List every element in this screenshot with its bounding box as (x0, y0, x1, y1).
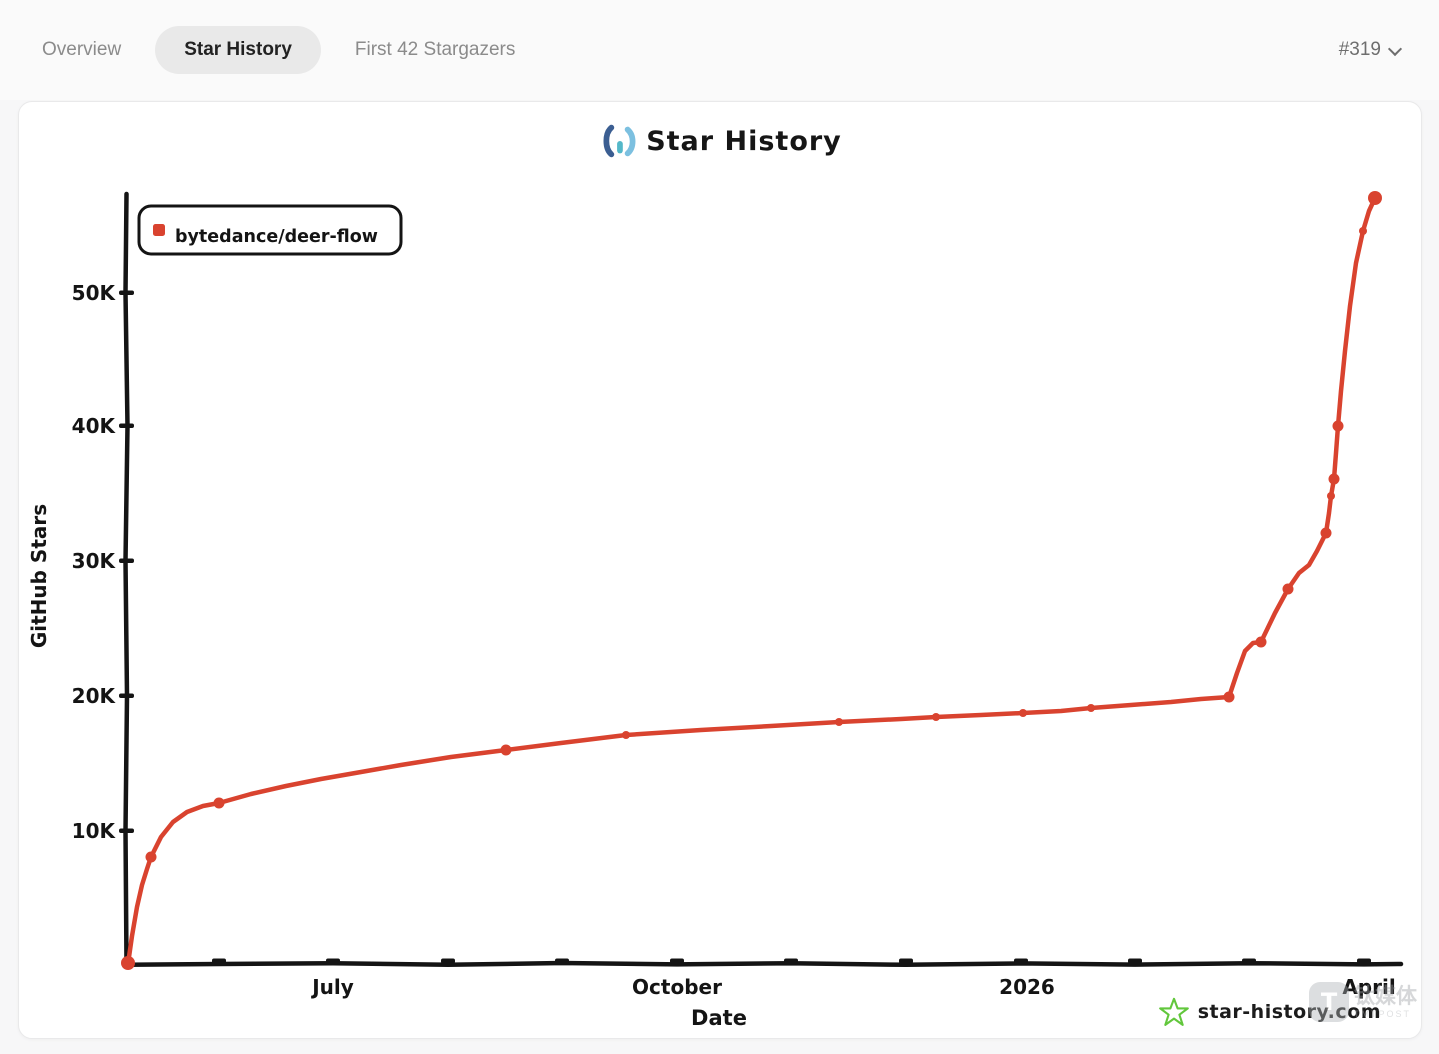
x-axis (123, 958, 1404, 968)
series-data-point-markers (121, 191, 1382, 970)
legend-series-label: bytedance/deer-flow (175, 227, 378, 247)
issue-number-dropdown[interactable]: #319 (1339, 39, 1401, 61)
tab-star-history[interactable]: Star History (155, 26, 321, 74)
y-tick-20k: 20K (72, 684, 117, 708)
tab-overview[interactable]: Overview (42, 26, 121, 74)
issue-number-label: #319 (1338, 39, 1381, 60)
x-tick-labels: July October 2026 April (310, 975, 1395, 999)
y-tick-40k: 40K (72, 414, 117, 438)
y-axis-title: GitHub Stars (27, 504, 51, 648)
top-navigation-bar: Overview Star History First 42 Stargazer… (0, 0, 1439, 100)
chevron-down-icon (1389, 42, 1401, 54)
branding-site-label: star-history.com (1197, 1001, 1381, 1023)
chart-title: Star History (646, 125, 842, 157)
y-axis (119, 191, 134, 967)
x-tick-2026: 2026 (999, 975, 1055, 999)
chart-legend: bytedance/deer-flow (137, 204, 403, 256)
star-history-chart-card: Star History (18, 101, 1422, 1039)
y-tick-30k: 30K (72, 549, 117, 573)
tab-list: Overview Star History First 42 Stargazer… (42, 26, 515, 74)
tab-first-42-stargazers[interactable]: First 42 Stargazers (355, 26, 516, 74)
star-icon (1158, 997, 1189, 1027)
chart-title-row: Star History (19, 120, 1421, 162)
x-tick-october: October (632, 975, 722, 999)
legend-marker-icon (153, 224, 165, 236)
y-tick-10k: 10K (72, 819, 117, 843)
x-axis-title: Date (691, 1006, 747, 1030)
x-tick-july: July (310, 975, 354, 999)
x-tick-april: April (1342, 975, 1395, 999)
y-tick-labels: 10K 20K 30K 40K 50K (72, 281, 117, 843)
series-line-bytedance-deer-flow (121, 191, 1382, 970)
chart-plot-area: 10K 20K 30K 40K 50K GitHub Stars July Oc… (27, 191, 1404, 1030)
star-history-logo-icon (598, 120, 640, 162)
y-tick-50k: 50K (72, 281, 117, 305)
star-history-branding-link[interactable]: star-history.com (1158, 997, 1381, 1027)
